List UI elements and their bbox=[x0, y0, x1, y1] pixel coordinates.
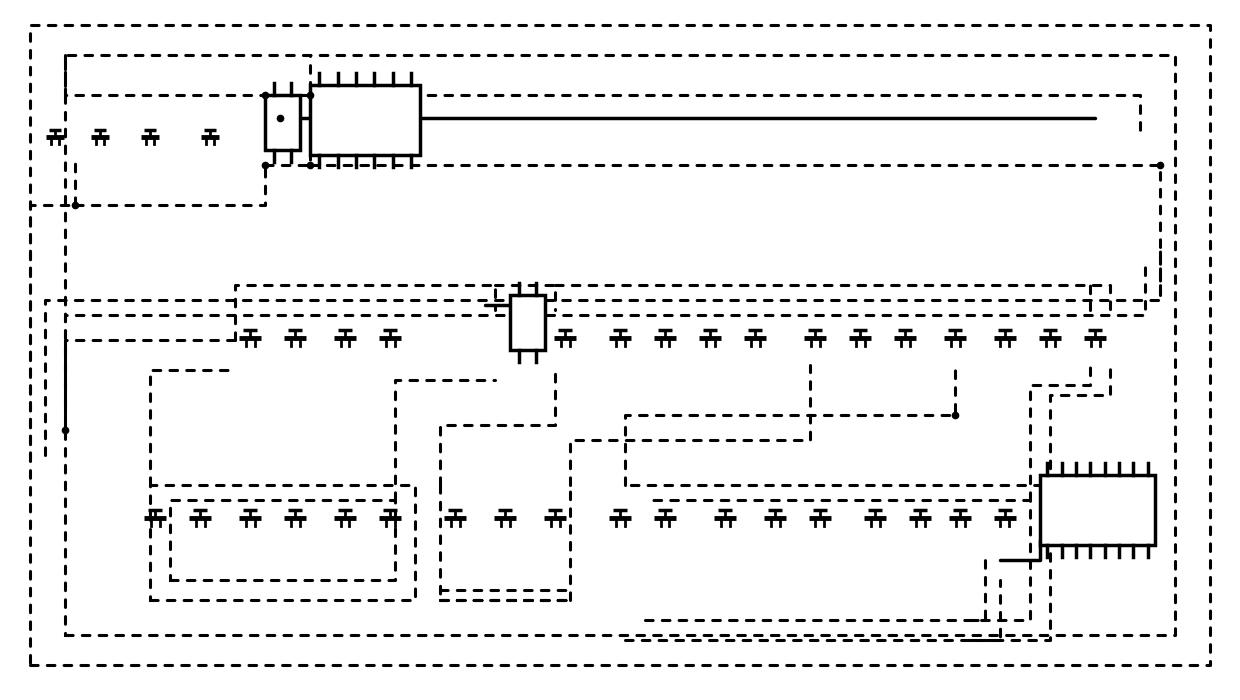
Bar bbox=[1040, 475, 1154, 545]
Bar bbox=[265, 95, 300, 150]
Bar bbox=[310, 85, 420, 155]
Bar bbox=[510, 295, 546, 350]
